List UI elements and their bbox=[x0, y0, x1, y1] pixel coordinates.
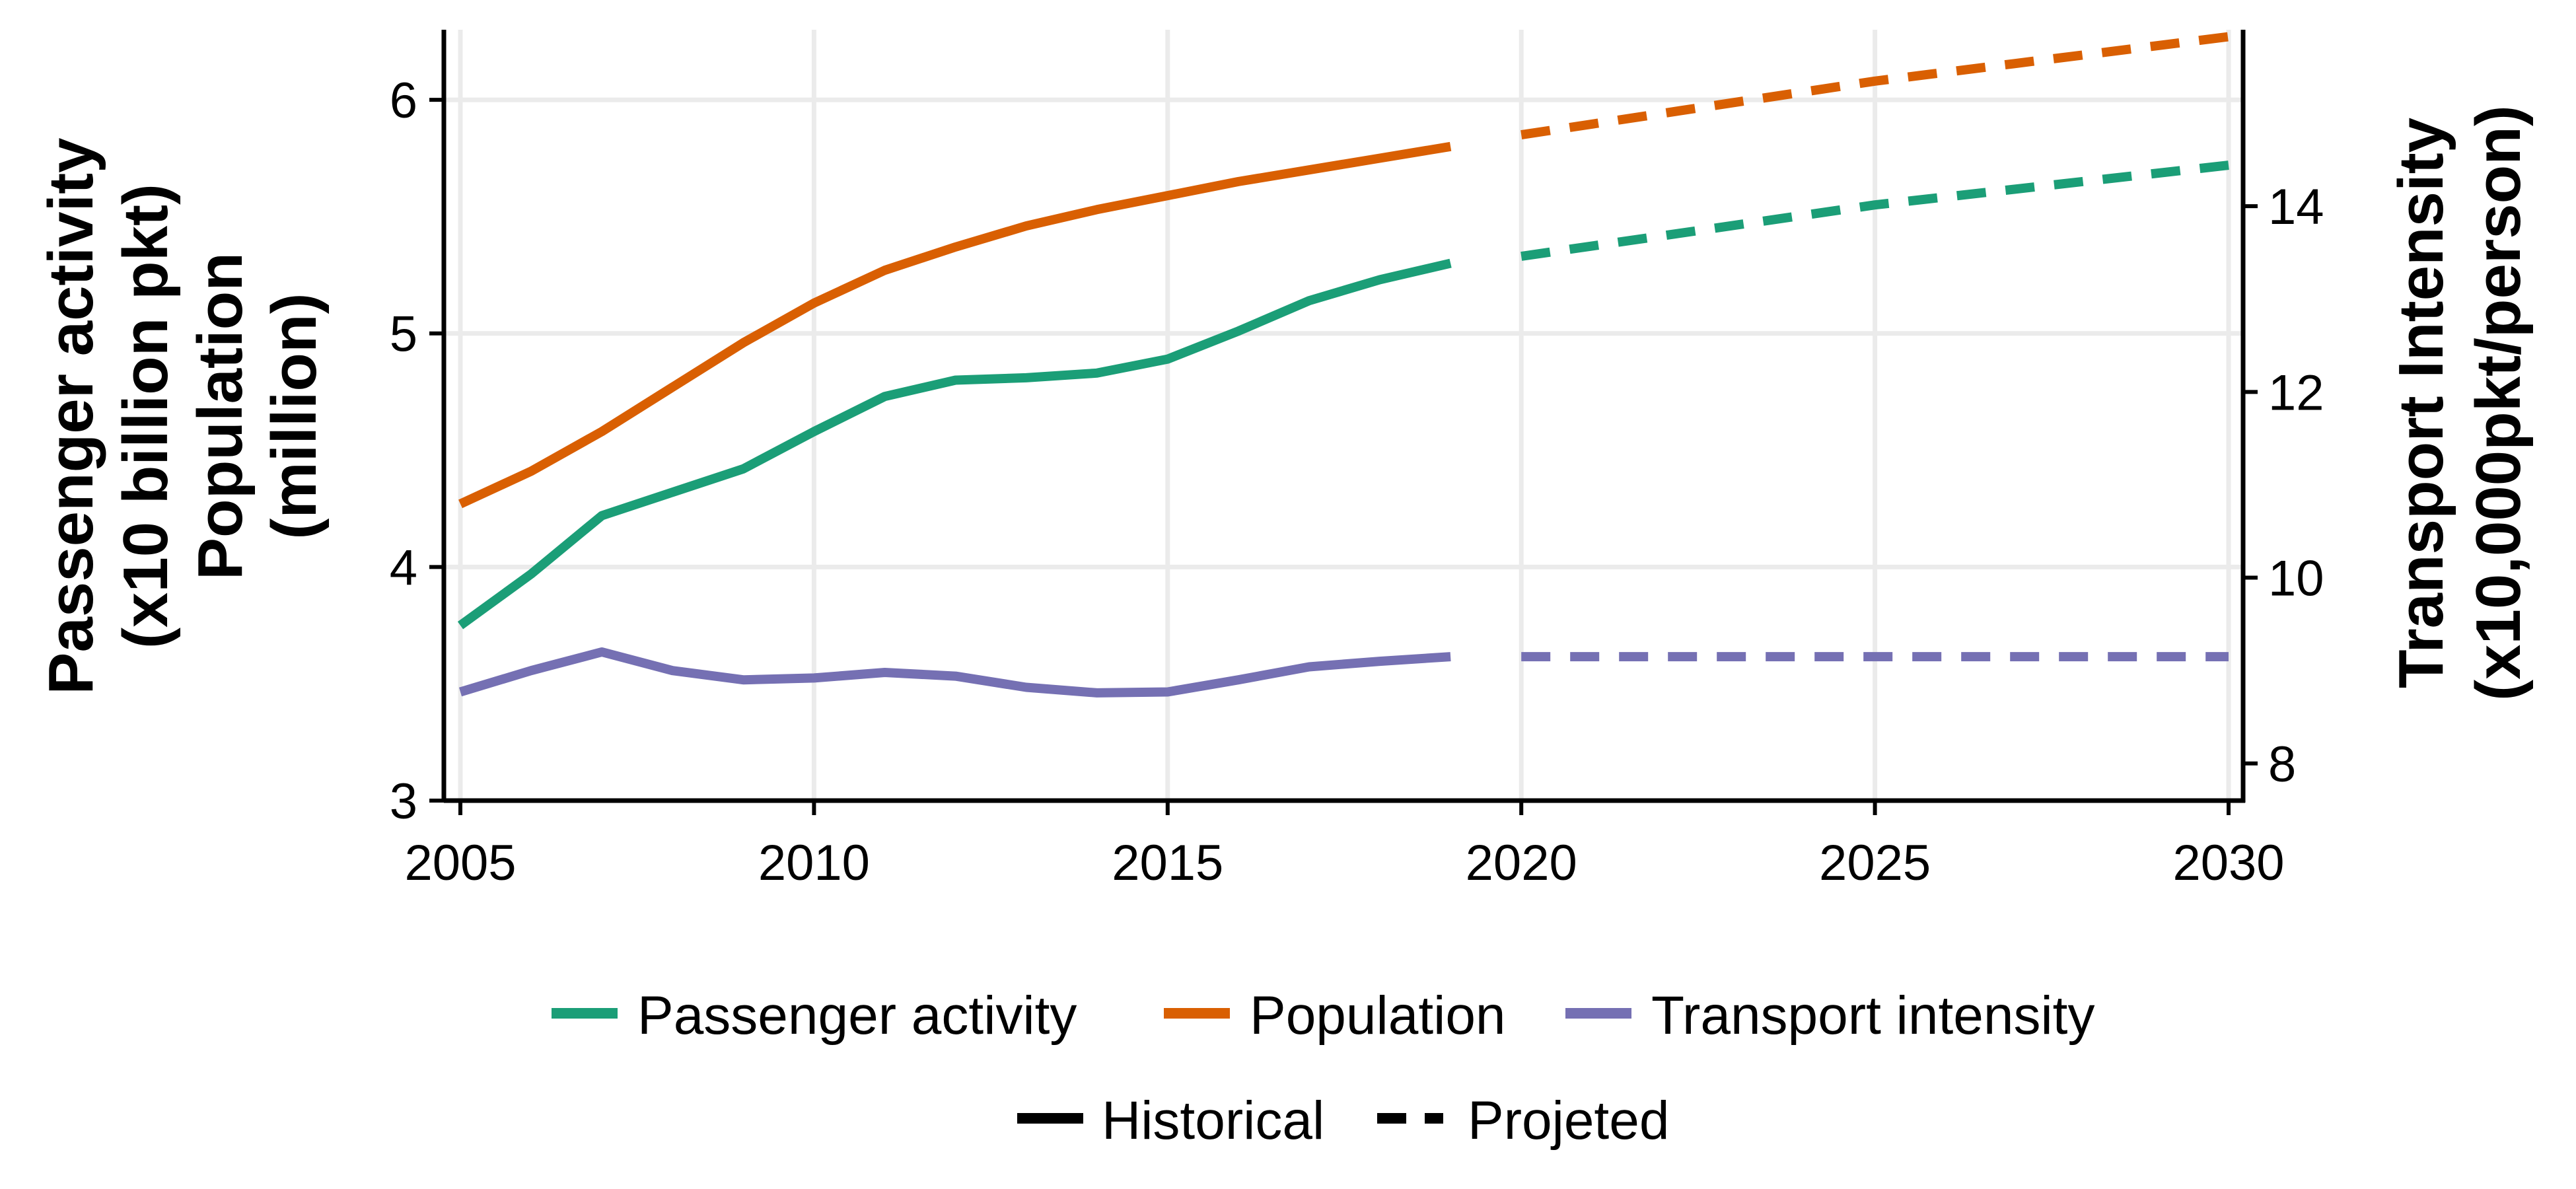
y-left-axis-title-line: Passenger activity bbox=[36, 137, 106, 694]
series-line-projected bbox=[1521, 161, 2229, 261]
x-tick-label: 2020 bbox=[1466, 835, 1577, 891]
y-right-axis-title-line: Transport Intensity bbox=[2386, 118, 2456, 688]
y-left-axis-title-line: (x10 billion pkt) bbox=[110, 184, 181, 649]
y-right-tick-label: 12 bbox=[2268, 365, 2324, 421]
x-tick-label: 2025 bbox=[1819, 835, 1931, 891]
y-left-axis-title-line: Population bbox=[185, 252, 256, 580]
x-tick-label: 2010 bbox=[758, 835, 870, 891]
y-left-axis-title-line: (million) bbox=[259, 293, 330, 539]
legend-label-series: Population bbox=[1250, 986, 1506, 1046]
y-left-tick-label: 5 bbox=[390, 306, 417, 363]
legend-label-series: Transport intensity bbox=[1651, 986, 2094, 1046]
y-left-tick-label: 4 bbox=[390, 540, 417, 596]
series-line-historical bbox=[458, 141, 1452, 509]
axis-titles-layer: Passenger activity (x10 billion pkt) Popul… bbox=[36, 105, 2534, 701]
legend-label-linetype: Historical bbox=[1102, 1091, 1324, 1151]
y-right-tick-label: 14 bbox=[2268, 179, 2324, 235]
x-tick-label: 2015 bbox=[1112, 835, 1223, 891]
legend-label-linetype: Projeted bbox=[1468, 1091, 1669, 1151]
series-line-projected bbox=[1521, 32, 2229, 140]
y-right-axis-title-line: (x10,000pkt/person) bbox=[2463, 105, 2534, 701]
axes-layer: 2005 2010 2015 2020 2025 2030 3 4 5 6 8 10 12 14 bbox=[390, 30, 2324, 891]
legend-label-series: Passenger activity bbox=[637, 986, 1077, 1046]
y-right-tick-label: 10 bbox=[2268, 551, 2324, 607]
y-left-tick-label: 3 bbox=[390, 774, 417, 830]
y-right-tick-label: 8 bbox=[2268, 737, 2296, 793]
x-tick-label: 2005 bbox=[404, 835, 516, 891]
legend-layer: Passenger activity Population Transport in… bbox=[552, 986, 2094, 1151]
grid-layer bbox=[444, 30, 2243, 803]
series-layer bbox=[457, 32, 2229, 698]
x-tick-label: 2030 bbox=[2172, 835, 2284, 891]
series-line-historical bbox=[457, 258, 1452, 630]
y-left-tick-label: 6 bbox=[390, 73, 417, 129]
series-line-historical bbox=[458, 647, 1451, 698]
